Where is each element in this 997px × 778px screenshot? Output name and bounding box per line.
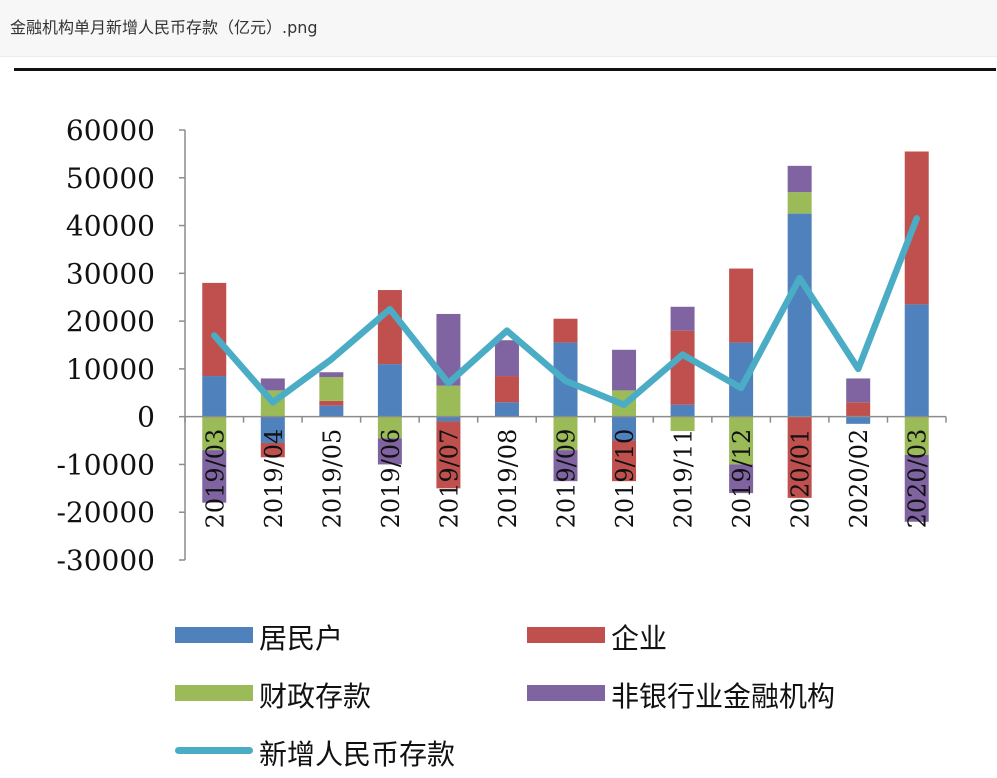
legend-swatch-fiscal (175, 685, 253, 701)
bar-segment (319, 377, 344, 401)
bar-segment (787, 165, 812, 193)
y-tick-label: 20000 (66, 305, 155, 338)
file-title: 金融机构单月新增人民币存款（亿元）.png (10, 18, 318, 37)
bar-segment (377, 438, 402, 465)
y-tick-label: 0 (137, 401, 155, 434)
bar-segment (494, 340, 519, 377)
top-rule (14, 68, 996, 71)
bar-segment (846, 416, 871, 424)
bar-segment (494, 402, 519, 417)
bar-segment (202, 450, 227, 503)
x-tick-label: 2020/02 (845, 429, 873, 529)
bar-segment (612, 349, 637, 391)
bars (202, 151, 929, 522)
x-tick-label: 2019/10 (611, 429, 639, 529)
bar-segment (904, 454, 929, 522)
y-tick-label: -10000 (56, 448, 155, 481)
bar-segment (260, 416, 285, 443)
bar-segment (319, 372, 344, 378)
bar-segment (846, 402, 871, 417)
bar-segment (670, 306, 695, 331)
total-line (211, 215, 920, 408)
bar-segment (553, 450, 578, 482)
legend-swatch-nonbank (527, 685, 605, 701)
image-viewer-title-bar: 金融机构单月新增人民币存款（亿元）.png (0, 0, 997, 57)
bar-segment (787, 192, 812, 214)
bar-segment (612, 440, 637, 482)
bar-segment (319, 400, 344, 406)
series-line-total (211, 215, 920, 408)
bar-segment (904, 304, 929, 417)
legend-label-fiscal: 财政存款 (259, 680, 372, 713)
bar-segment (904, 416, 929, 455)
x-tick-labels: 2019/03 2019/04 2019/05 2019/06 2019/07 2019/… (201, 429, 931, 529)
bar-segment (494, 376, 519, 403)
bar-segment (612, 416, 637, 441)
bar-segment (670, 416, 695, 431)
x-axis (184, 415, 947, 423)
bar-segment (787, 416, 812, 498)
x-tick-label: 2020/03 (904, 429, 932, 529)
legend-swatch-households (175, 627, 253, 643)
bar-segment (377, 416, 402, 439)
x-tick-label: 2020/01 (787, 429, 815, 529)
bar-segment (260, 378, 285, 391)
x-tick-label: 2019/12 (728, 429, 756, 529)
bar-segment (202, 376, 227, 417)
legend-swatch-enterprises (527, 627, 605, 643)
x-tick-label: 2019/05 (318, 429, 346, 529)
bar-segment (904, 151, 929, 305)
bar-segment (260, 442, 285, 458)
y-tick-label: 60000 (66, 114, 155, 147)
x-tick-label: 2019/03 (201, 429, 229, 529)
x-tick-label: 2019/06 (377, 429, 405, 529)
y-tick-label: 30000 (66, 257, 155, 290)
bar-segment (319, 405, 344, 417)
y-tick-label: 10000 (66, 353, 155, 386)
legend-label-total: 新增人民币存款 (259, 738, 456, 771)
bar-segment (553, 318, 578, 343)
bar-segment (729, 464, 754, 494)
x-tick-label: 2019/07 (435, 429, 463, 529)
y-axis: 60000 50000 40000 30000 20000 10000 0 -10000 -20… (56, 114, 186, 577)
y-tick-label: 50000 (66, 162, 155, 195)
y-tick-label: 40000 (66, 210, 155, 243)
bar-segment (553, 416, 578, 451)
x-tick-label: 2019/11 (670, 429, 698, 529)
x-tick-label: 2019/09 (553, 429, 581, 529)
bar-segment (377, 290, 402, 365)
bar-segment (202, 282, 227, 377)
bar-segment (729, 268, 754, 343)
legend-label-households: 居民户 (259, 622, 344, 655)
bar-segment (436, 416, 461, 422)
bar-segment (436, 385, 461, 417)
y-tick-label: -20000 (56, 496, 155, 529)
bar-segment (377, 364, 402, 417)
legend-label-nonbank: 非银行业金融机构 (611, 680, 836, 713)
bar-segment (670, 404, 695, 417)
legend-line-total (175, 747, 253, 754)
bar-segment (436, 421, 461, 489)
bar-segment (670, 330, 695, 405)
x-tick-label: 2019/04 (260, 429, 288, 529)
x-tick-label: 2019/08 (494, 429, 522, 529)
legend-label-enterprises: 企业 (611, 622, 668, 655)
bar-segment (787, 213, 812, 417)
bar-segment (202, 416, 227, 451)
bar-segment (729, 416, 754, 465)
bar-segment (846, 378, 871, 403)
y-tick-label: -30000 (56, 544, 155, 577)
